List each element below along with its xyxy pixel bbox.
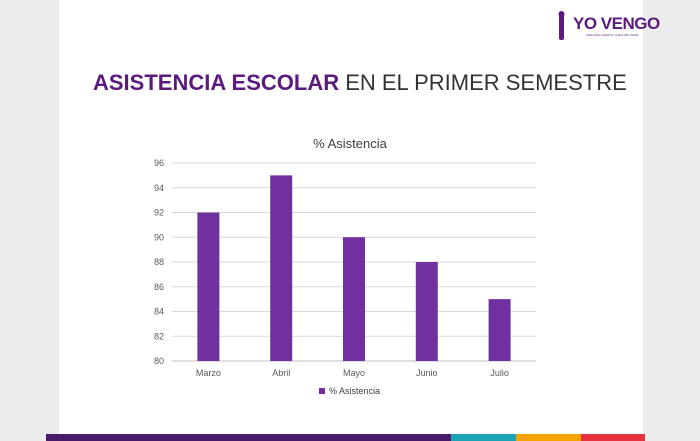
bar bbox=[415, 262, 438, 361]
legend-label: % Asistencia bbox=[329, 386, 381, 396]
bar bbox=[270, 175, 293, 361]
footer-strip-red bbox=[581, 434, 645, 441]
slide-title: ASISTENCIA ESCOLAR EN EL PRIMER SEMESTRE bbox=[93, 70, 627, 96]
bar bbox=[197, 212, 220, 361]
logo-text: YO VENGO bbox=[573, 14, 660, 33]
y-tick-label: 80 bbox=[154, 356, 164, 366]
yo-vengo-logo-icon bbox=[558, 11, 565, 40]
x-tick-label: Mayo bbox=[343, 368, 365, 378]
bar bbox=[343, 237, 365, 361]
footer-strip-teal bbox=[451, 434, 516, 441]
y-tick-label: 96 bbox=[154, 158, 164, 168]
y-tick-label: 88 bbox=[154, 257, 164, 267]
logo-tagline: CADA DÍA CUENTA / CADA DÍA SUMA bbox=[586, 33, 639, 37]
y-tick-label: 86 bbox=[154, 282, 164, 292]
footer-strip-purple bbox=[46, 434, 451, 441]
x-tick-label: Julio bbox=[490, 368, 509, 378]
bar bbox=[488, 299, 511, 361]
y-tick-label: 82 bbox=[154, 331, 164, 341]
y-tick-label: 94 bbox=[154, 183, 164, 193]
legend-swatch bbox=[319, 388, 325, 394]
slide-title-rest: EN EL PRIMER SEMESTRE bbox=[339, 70, 627, 95]
slide bbox=[59, 0, 643, 441]
slide-title-bold: ASISTENCIA ESCOLAR bbox=[93, 70, 340, 95]
y-tick-label: 84 bbox=[154, 307, 164, 317]
y-tick-label: 90 bbox=[154, 232, 164, 242]
x-tick-label: Marzo bbox=[196, 368, 221, 378]
x-tick-label: Junio bbox=[416, 368, 438, 378]
y-tick-label: 92 bbox=[154, 208, 164, 218]
x-tick-label: Abril bbox=[272, 368, 290, 378]
chart-title: % Asistencia bbox=[313, 136, 387, 151]
chart-legend: % Asistencia bbox=[319, 386, 380, 396]
footer-strip-orange bbox=[516, 434, 581, 441]
